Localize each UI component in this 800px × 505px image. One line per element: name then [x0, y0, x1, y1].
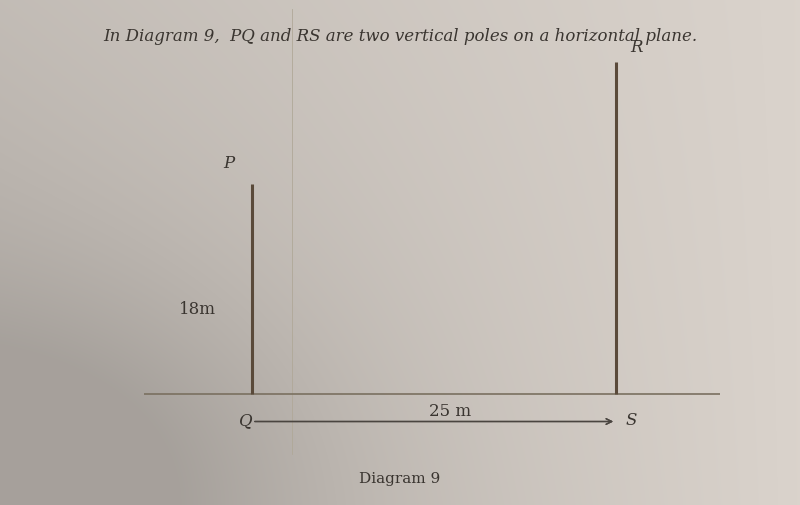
- Text: R: R: [630, 38, 643, 56]
- Text: 25 m: 25 m: [429, 402, 471, 419]
- Text: Diagram 9: Diagram 9: [359, 471, 441, 485]
- Text: Q: Q: [238, 412, 253, 429]
- Text: 18m: 18m: [179, 301, 216, 318]
- Text: P: P: [223, 155, 234, 172]
- Text: In Diagram 9,  PQ and RS are two vertical poles on a horizontal plane.: In Diagram 9, PQ and RS are two vertical…: [103, 28, 697, 45]
- Text: S: S: [626, 412, 637, 429]
